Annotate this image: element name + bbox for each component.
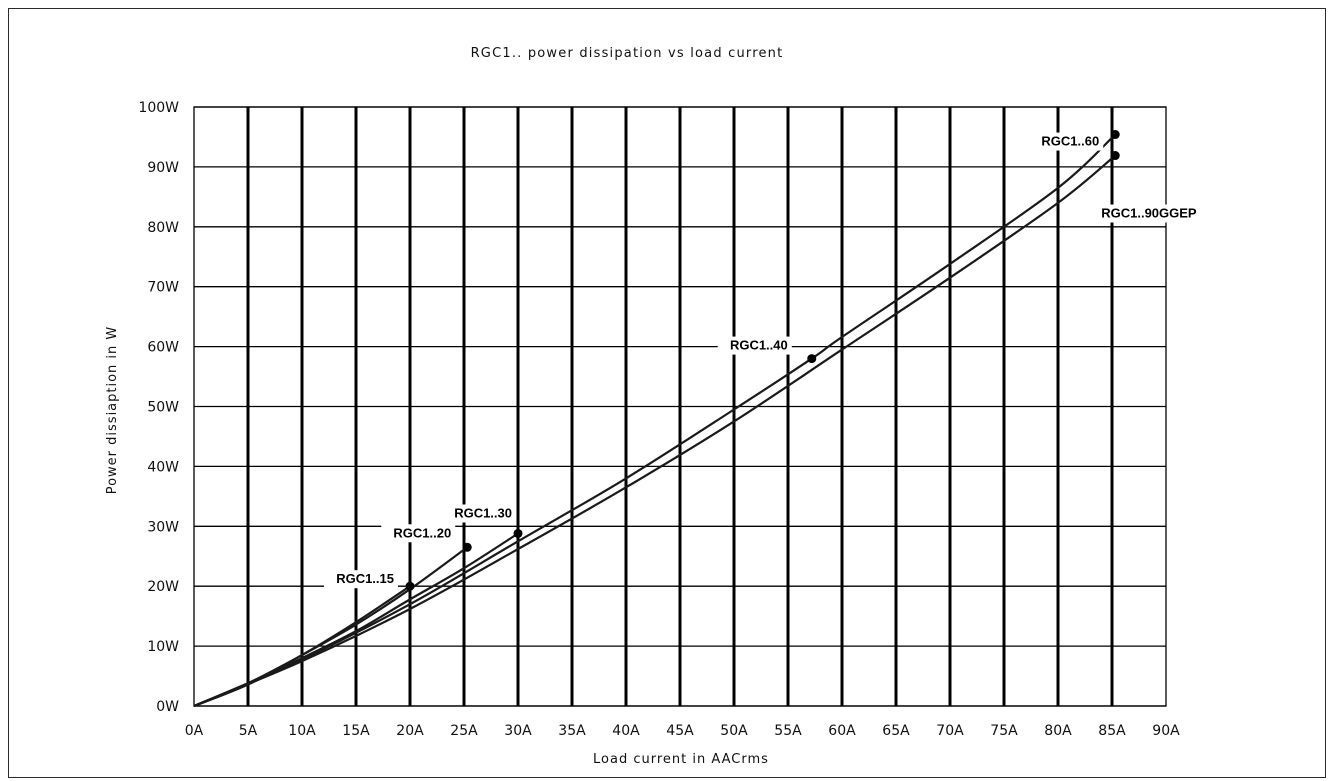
series-end-point-2 <box>513 528 523 538</box>
x-tick-label: 5A <box>239 723 258 739</box>
x-tick-label: 80A <box>1044 723 1072 739</box>
series-line-4 <box>193 154 1116 708</box>
y-tick-label: 60W <box>147 340 179 356</box>
callout-background <box>1096 204 1203 223</box>
series-line-3 <box>193 133 1116 708</box>
series-end-point-1 <box>462 542 472 552</box>
chart-title: RGC1.. power dissipation vs load current <box>471 46 784 61</box>
y-axis-ticks: 0W 10W 20W 30W 40W 50W 60W 70W 80W 90W 100W <box>138 100 179 715</box>
x-tick-label: 10A <box>288 723 316 739</box>
x-tick-label: 15A <box>342 723 370 739</box>
plot-area-border <box>193 106 1167 707</box>
y-axis-title: Power dissiaption in W <box>105 326 120 495</box>
x-tick-label: 45A <box>666 723 694 739</box>
y-tick-label: 100W <box>138 100 179 116</box>
x-tick-label: 75A <box>990 723 1018 739</box>
y-tick-label: 10W <box>147 639 179 655</box>
series-callout-label: RGC1..20 <box>393 525 451 540</box>
x-tick-label: 85A <box>1098 723 1126 739</box>
x-tick-label: 65A <box>882 723 910 739</box>
callout-background <box>381 524 456 543</box>
callout-background <box>1029 132 1104 151</box>
x-axis-title: Load current in AACrms <box>593 752 769 767</box>
y-tick-label: 0W <box>156 699 179 715</box>
x-tick-label: 60A <box>828 723 856 739</box>
x-tick-label: 0A <box>185 723 204 739</box>
plot-grid <box>193 106 1167 707</box>
x-tick-label: 90A <box>1152 723 1180 739</box>
x-tick-label: 70A <box>936 723 964 739</box>
y-tick-label: 20W <box>147 579 179 595</box>
y-tick-label: 80W <box>147 220 179 236</box>
series-callout-label: RGC1..30 <box>454 505 512 520</box>
series-end-markers <box>405 130 1120 591</box>
callout-background <box>324 570 398 589</box>
callout-background <box>717 336 792 355</box>
series-callout-label: RGC1..15 <box>336 571 394 586</box>
x-tick-label: 55A <box>774 723 802 739</box>
y-tick-label: 30W <box>147 519 179 535</box>
x-axis-ticks: 0A 5A 10A 15A 20A 25A 30A 35A 40A 45A 50A 55A 60A 65A… <box>185 723 1180 739</box>
y-tick-label: 90W <box>147 160 179 176</box>
marker-point-rgc1-40 <box>807 354 817 364</box>
y-tick-label: 40W <box>147 459 179 475</box>
x-tick-label: 30A <box>504 723 532 739</box>
series-callout-label: RGC1..60 <box>1041 134 1099 149</box>
x-tick-label: 50A <box>720 723 748 739</box>
series-end-point-0 <box>405 581 415 591</box>
callout-background <box>442 504 516 523</box>
x-tick-label: 40A <box>612 723 640 739</box>
y-tick-label: 70W <box>147 280 179 296</box>
y-tick-label: 50W <box>147 400 179 416</box>
series-lines <box>193 133 1116 708</box>
x-tick-label: 20A <box>396 723 424 739</box>
series-callout-label: RGC1..40 <box>730 338 788 353</box>
series-end-point-4 <box>1110 151 1120 161</box>
series-end-point-3 <box>1110 130 1120 140</box>
chart-frame <box>8 8 1326 778</box>
x-tick-label: 25A <box>450 723 478 739</box>
series-callout-label: RGC1..90GGEP <box>1101 206 1197 221</box>
x-tick-label: 35A <box>558 723 586 739</box>
